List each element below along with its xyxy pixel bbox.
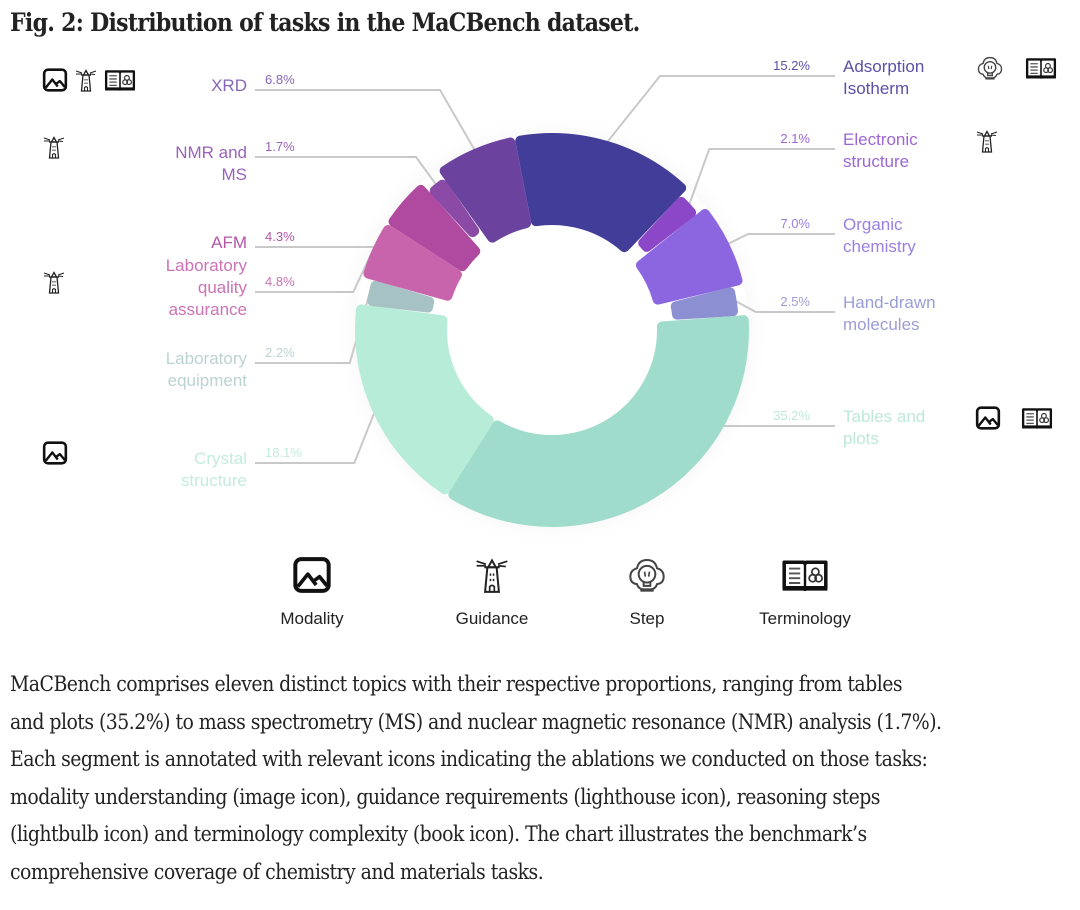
guidance-icon [475,559,509,594]
caption-line: Each segment is annotated with relevant … [10,747,928,771]
leader-line [735,300,835,313]
segment-label-line: NMR and [175,143,247,162]
segment-label: Organic chemistry [843,215,916,256]
percent-label: 2.5% [780,294,810,309]
leader-line [688,148,835,205]
segment-label-line: chemistry [843,237,916,256]
segment-label-line: Crystal [194,449,247,468]
percent-label: 4.3% [265,229,295,244]
segment-label-line: plots [843,429,879,448]
step-icon [628,558,666,592]
segment-label-line: Electronic [843,130,918,149]
terminology-icon [1021,408,1053,429]
segment-label-line: structure [843,152,909,171]
legend-item-terminology: Terminology [735,555,875,629]
percent-label: 2.1% [780,131,810,146]
percent-label: 18.1% [265,445,302,460]
legend-item-guidance: Guidance [422,555,562,629]
segment-label: Adsorption Isotherm [843,57,924,98]
donut-segment-organic-chemistry [635,209,743,305]
donut-chart: 15.2% Adsorption Isotherm 2.1% Electronic str… [42,56,1057,548]
percent-label: 35.2% [773,408,810,423]
step-icon [977,56,1003,80]
guidance-icon [75,69,97,92]
segment-label-line: Tables and [843,407,925,426]
figure-title: Fig. 2: Distribution of tasks in the MaC… [10,8,640,37]
segment-label: Electronic structure [843,130,918,171]
donut-segment-tables-and-plots [448,315,749,527]
percent-label: 15.2% [773,58,810,73]
segment-label-line: Organic [843,215,903,234]
figure-caption: MaCBench comprises eleven distinct topic… [10,666,1075,891]
terminology-icon [1025,58,1057,79]
legend-label: Terminology [759,609,851,628]
donut-segment-hand-drawn-molecules [670,287,739,320]
leader-line [606,75,835,143]
leader-line [255,89,476,151]
caption-line: (lightbulb icon) and terminology complex… [10,822,867,846]
caption-line: modality understanding (image icon), gui… [10,784,880,809]
modality-icon [291,555,333,595]
percent-label: 7.0% [780,216,810,231]
segment-label-line: molecules [843,315,920,334]
segment-label: NMR and MS [175,143,247,184]
percent-label: 6.8% [265,72,295,87]
modality-icon [42,68,68,92]
leader-line [255,412,376,464]
terminology-icon [104,70,136,91]
segment-label-line: Laboratory [166,349,248,368]
guidance-icon [43,136,65,159]
legend: Modality Guidance Step Terminology [0,555,1080,645]
segment-label-line: Isotherm [843,79,909,98]
legend-item-modality: Modality [242,555,382,629]
donut-segment-electronic-structure [638,196,697,252]
guidance-icon [43,271,65,294]
donut-segment-adsorption-isotherm [515,133,687,253]
donut-segment-nmr-and-ms [429,179,480,238]
caption-line: MaCBench comprises eleven distinct topic… [10,672,903,696]
segment-label-line: Adsorption [843,57,924,76]
percent-label: 4.8% [265,274,295,289]
segment-label: Crystal structure [181,449,247,490]
modality-icon [42,441,68,465]
terminology-icon [781,560,829,592]
donut-segment-afm [388,184,481,272]
donut-segment-crystal-structure [355,304,494,495]
modality-icon [975,406,1001,430]
percent-label: 1.7% [265,139,295,154]
segment-label: Laboratory equipment [166,349,248,390]
segment-label-line: assurance [169,300,247,319]
segment-label: XRD [211,76,247,95]
legend-label: Modality [280,609,344,628]
donut-segment-laboratory-equipment [367,280,435,313]
segment-label-line: quality [198,278,248,297]
segment-label-line: Hand-drawn [843,293,936,312]
segment-label: AFM [211,233,247,252]
guidance-icon [976,130,998,153]
leader-line [255,156,437,186]
segment-label: Hand-drawn molecules [843,293,936,334]
leader-line [727,233,835,245]
legend-item-step: Step [577,555,717,629]
segment-label-line: structure [181,471,247,490]
percent-label: 2.2% [265,345,295,360]
segment-label: Tables and plots [843,407,925,448]
donut-segment-xrd [439,137,532,243]
donut-segment-laboratory-quality-assurance [363,225,462,301]
segment-label-line: AFM [211,233,247,252]
segment-label: Laboratory quality assurance [166,256,248,319]
legend-label: Guidance [455,609,529,628]
segment-label-line: MS [222,165,248,184]
caption-line: and plots (35.2%) to mass spectrometry (… [10,709,942,734]
caption-line: comprehensive coverage of chemistry and … [10,859,544,884]
segment-label-line: equipment [168,371,248,390]
segment-label-line: XRD [211,76,247,95]
segment-label-line: Laboratory [166,256,248,275]
legend-label: Step [629,609,665,628]
